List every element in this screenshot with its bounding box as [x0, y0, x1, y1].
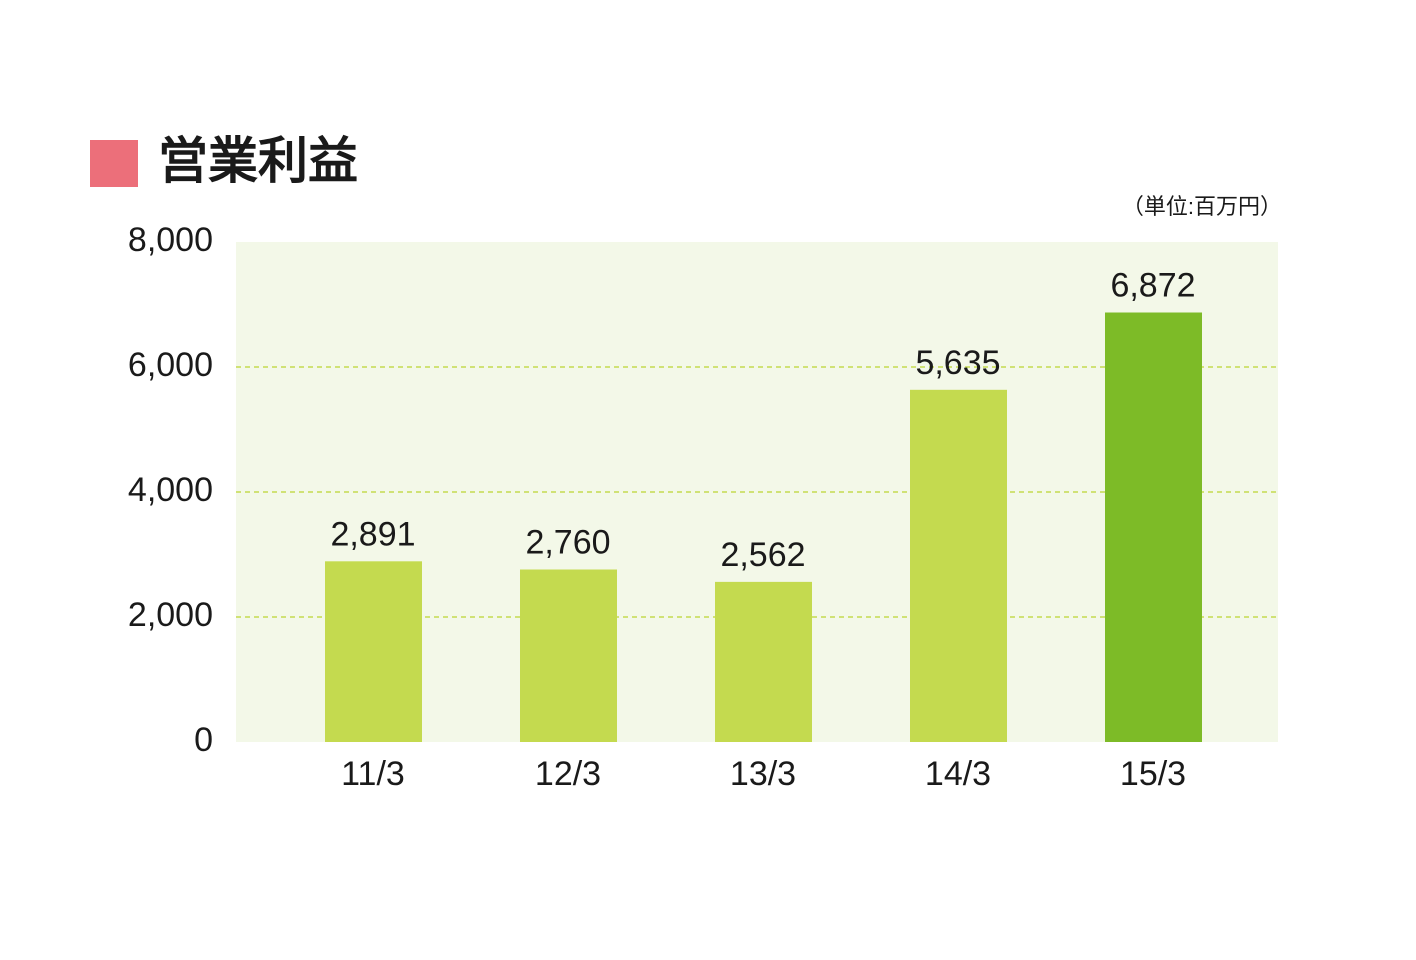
value-label: 2,760 — [525, 523, 610, 561]
bar — [1105, 312, 1202, 742]
y-tick-label: 0 — [194, 721, 213, 759]
y-tick-label: 4,000 — [128, 471, 213, 509]
unit-label: （単位:百万円） — [1122, 194, 1282, 219]
chart-title: 営業利益 — [158, 133, 358, 189]
x-tick-label: 14/3 — [925, 755, 991, 793]
bar — [520, 569, 617, 742]
x-tick-label: 11/3 — [341, 755, 405, 793]
value-label: 2,562 — [720, 536, 805, 574]
bar — [325, 561, 422, 742]
x-tick-label: 12/3 — [535, 755, 601, 793]
y-tick-label: 2,000 — [128, 596, 213, 634]
bar — [910, 389, 1007, 742]
bar — [715, 581, 812, 742]
y-tick-label: 6,000 — [128, 346, 213, 384]
value-label: 2,891 — [330, 515, 415, 553]
x-tick-label: 15/3 — [1120, 755, 1186, 793]
value-label: 6,872 — [1110, 266, 1195, 304]
title-marker — [90, 140, 138, 187]
x-tick-label: 13/3 — [730, 755, 796, 793]
value-label: 5,635 — [915, 344, 1000, 382]
y-tick-label: 8,000 — [128, 221, 213, 259]
